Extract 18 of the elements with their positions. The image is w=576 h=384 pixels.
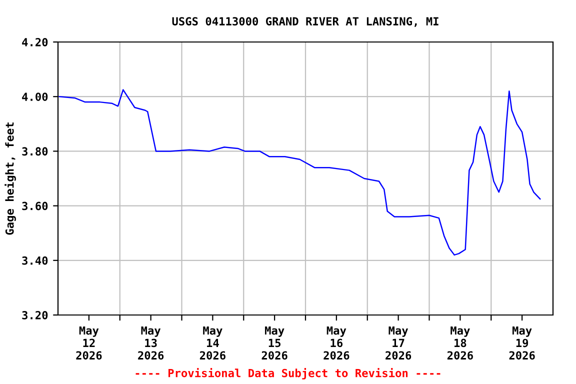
y-tick-label: 3.60 xyxy=(22,202,48,210)
y-tick-label: 3.20 xyxy=(22,310,48,320)
x-tick-label: May 12 2026 xyxy=(76,326,102,360)
y-tick-label: 4.20 xyxy=(22,38,48,46)
x-tick-label: May 17 2026 xyxy=(386,326,412,360)
y-axis-title: Gage height, feet xyxy=(4,122,16,235)
x-tick-label: May 14 2026 xyxy=(200,326,226,360)
x-tick-label: May 15 2026 xyxy=(262,326,288,360)
text: ---- Provisional Data Subject to Revision ---- xyxy=(136,368,440,380)
line-series xyxy=(58,89,541,256)
x-tick-label: May 16 2026 xyxy=(324,326,350,360)
x-tick-label: May 13 2026 xyxy=(138,326,164,360)
x-tick-label: May 18 2026 xyxy=(447,326,473,360)
x-tick-label: May 19 2026 xyxy=(509,326,535,360)
y-tick-label: 3.80 xyxy=(22,147,48,156)
y-tick-label: 3.40 xyxy=(22,256,48,265)
chart-title: USGS 04113000 GRAND RIVER AT LANSING, MI xyxy=(172,17,438,27)
y-tick-label: 4.00 xyxy=(22,92,48,101)
